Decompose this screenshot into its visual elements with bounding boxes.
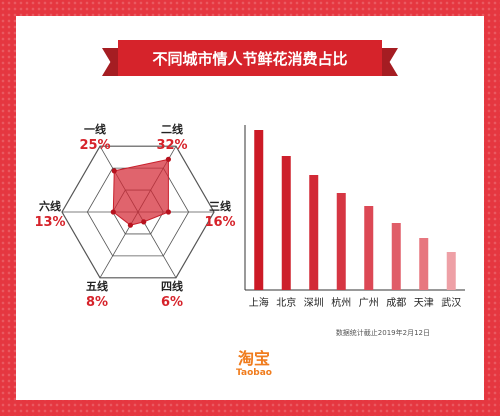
bar-category-label: 天津	[414, 297, 434, 309]
logo-en: Taobao	[236, 368, 272, 378]
footnote: 数据统计截止2019年2月12日	[336, 328, 430, 337]
radar-category-label: 三线	[209, 199, 231, 213]
radar-value-label: 6%	[161, 295, 183, 310]
radar-chart: 一线 25% 二线 32% 三线 16% 四线 6% 五线 8% 六线 13%	[34, 122, 235, 310]
chart-title: 不同城市情人节鲜花消费占比	[118, 40, 382, 76]
radar-value-label: 25%	[79, 138, 110, 153]
bar	[336, 193, 346, 290]
taobao-logo: 淘宝 Taobao	[224, 350, 284, 379]
bar-category-label: 深圳	[304, 297, 324, 309]
radar-category-label: 一线	[84, 122, 106, 136]
radar-data-area	[112, 158, 169, 226]
radar-category-label: 二线	[161, 122, 183, 136]
content-card	[16, 16, 484, 400]
bar-category-label: 上海	[249, 296, 269, 309]
radar-value-label: 8%	[86, 295, 108, 310]
bar	[419, 238, 429, 290]
bar-chart: 上海 北京 深圳 杭州 广州 成都 天津 武汉	[244, 125, 465, 309]
bar	[391, 223, 401, 290]
radar-category-label: 四线	[161, 279, 183, 293]
bar-category-label: 杭州	[331, 296, 351, 309]
bar	[281, 156, 291, 290]
radar-value-label: 13%	[34, 215, 65, 230]
bar-category-label: 武汉	[441, 296, 461, 309]
bar	[364, 206, 374, 290]
logo-cn: 淘宝	[237, 349, 270, 368]
bar-category-label: 成都	[386, 297, 406, 309]
radar-data-point	[127, 222, 133, 228]
radar-data-point	[110, 209, 116, 215]
radar-data-point	[165, 209, 171, 215]
bar	[446, 252, 456, 290]
title-ribbon: 不同城市情人节鲜花消费占比	[102, 40, 398, 76]
radar-category-label: 六线	[39, 199, 61, 213]
radar-category-label: 五线	[86, 279, 108, 293]
bar-category-label: 广州	[359, 297, 379, 309]
radar-value-label: 32%	[156, 138, 187, 153]
bar	[254, 130, 264, 290]
radar-data-point	[111, 168, 117, 174]
bar-category-label: 北京	[276, 296, 296, 309]
radar-data-point	[141, 219, 147, 225]
radar-data-point	[165, 156, 171, 162]
bar	[309, 175, 319, 290]
radar-value-label: 16%	[204, 215, 235, 230]
